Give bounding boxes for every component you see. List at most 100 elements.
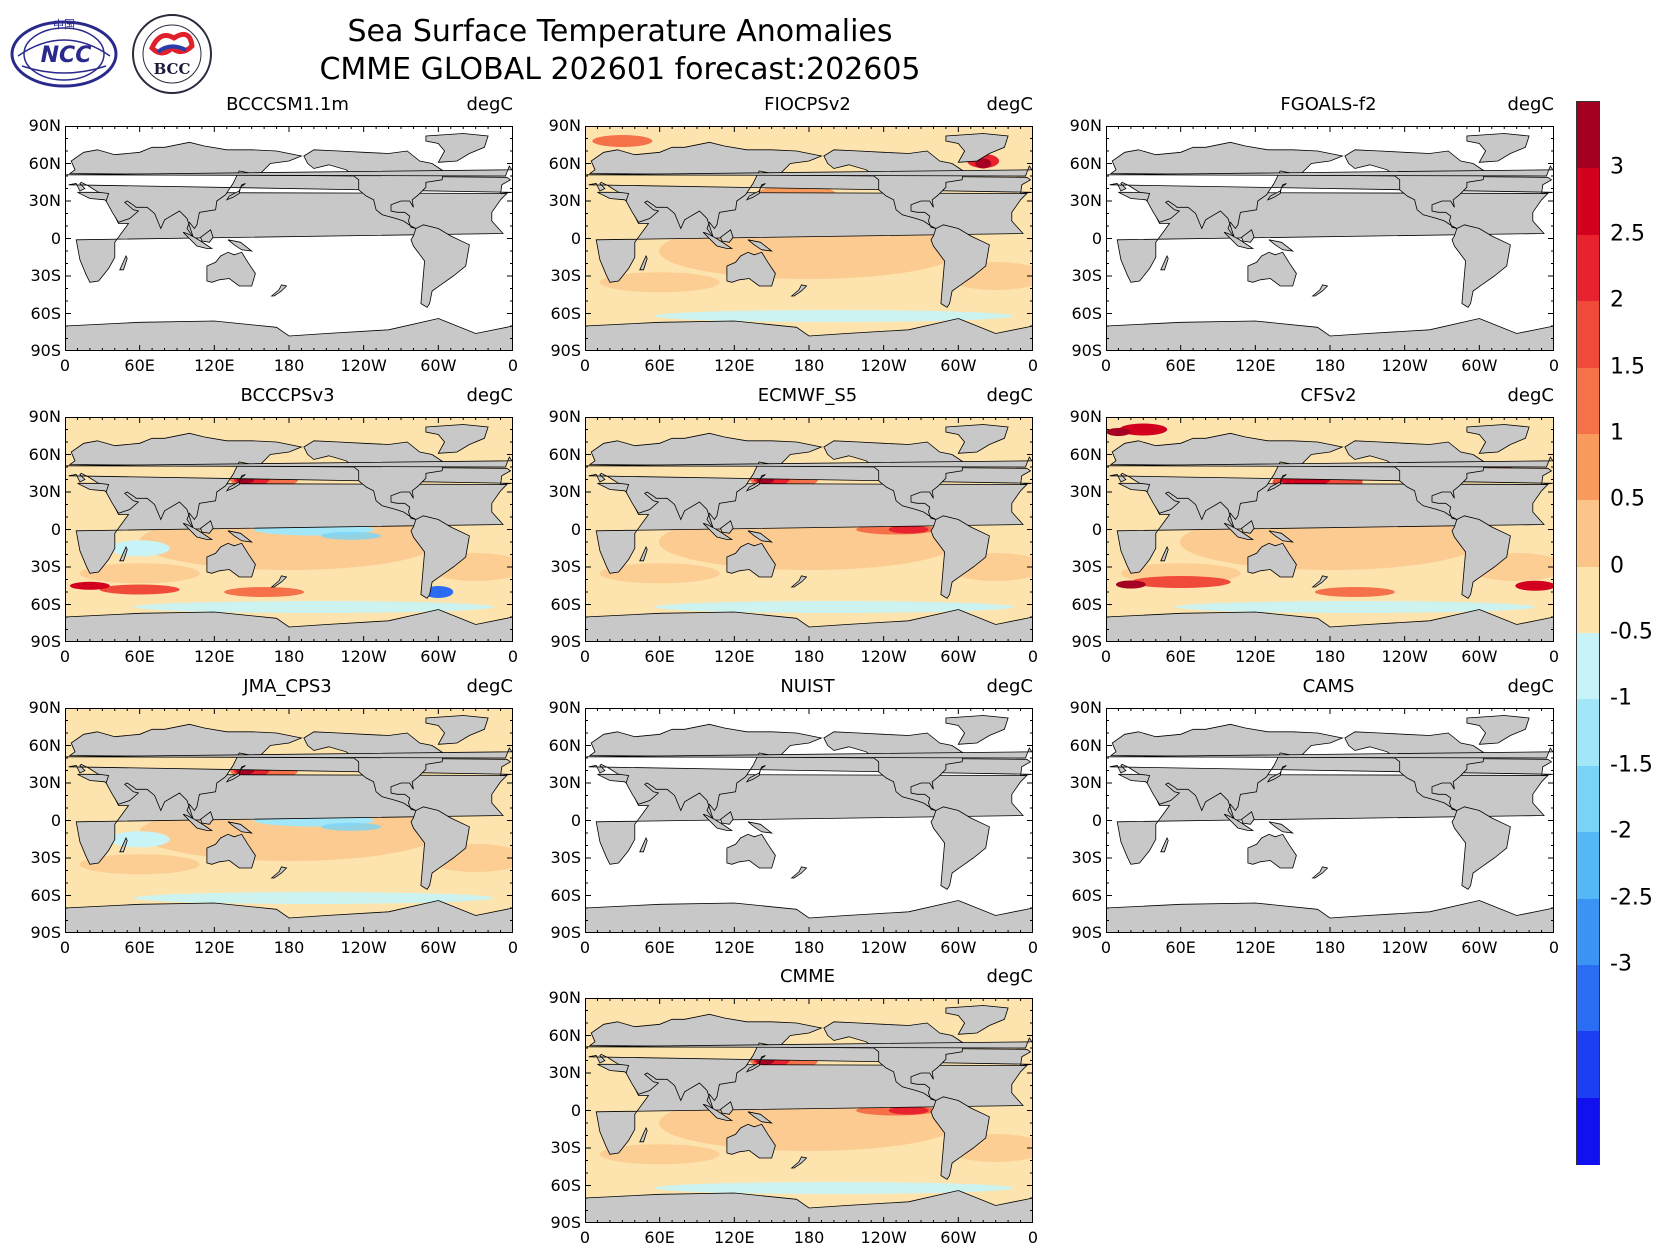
lon-tick-label: 60W [940, 1228, 977, 1247]
lon-tick-label: 120W [340, 647, 387, 666]
landmass-samerica [1451, 515, 1511, 599]
lon-tick-label: 120W [1381, 938, 1428, 957]
landmass-uk [1107, 747, 1554, 759]
panel-unit: degC [986, 385, 1034, 406]
lat-tick-label: 90S [550, 341, 581, 360]
lon-tick-label: 120E [714, 647, 755, 666]
landmass-antarctica [65, 609, 513, 642]
lon-tick-label: 120W [340, 938, 387, 957]
landmass-greenland [425, 424, 489, 454]
map-canvas [585, 998, 1033, 1223]
lon-tick-label: 120W [1381, 647, 1428, 666]
landmass-japan [745, 183, 766, 201]
lon-tick-label: 120E [194, 647, 235, 666]
landmass-madagascar [1160, 546, 1169, 562]
landmass-indonesia1 [702, 522, 734, 540]
landmass-japan [1266, 183, 1287, 201]
lat-tick-label: 30S [550, 848, 581, 867]
map-panel: CFSv2 degC 90N 60N 30N 0 30S 60S 90S 0 60E 120E 18… [1070, 385, 1559, 666]
lat-tick-label: 60N [548, 444, 581, 464]
panel-unit: degC [986, 966, 1034, 987]
landmass-namerica [303, 149, 444, 229]
colorbar-label: 3 [1610, 154, 1624, 180]
landmass-greenland [425, 133, 489, 163]
panel-unit: degC [986, 676, 1034, 697]
landmass-japan [745, 474, 766, 492]
landmass-indonesia1 [182, 231, 214, 249]
landmass-nz [790, 575, 808, 588]
lon-tick-label: 120E [1235, 356, 1276, 375]
bcc-logo: BCC [130, 12, 214, 96]
lat-tick-label: 0 [1091, 810, 1102, 830]
lat-tick-label: 30N [548, 1063, 581, 1082]
lon-tick-label: 180 [793, 647, 825, 666]
landmass-greenland [945, 1005, 1009, 1035]
panel-title: BCCCPSv3 [240, 385, 335, 406]
lat-tick-label: 30S [550, 557, 581, 576]
lon-tick-label: 60W [940, 647, 977, 666]
main-title-line2: CMME GLOBAL 202601 forecast:202605 [319, 52, 921, 87]
map-panel: BCCCPSv3 degC 90N 60N 30N 0 30S 60S 90S 0 60E 120… [29, 385, 518, 666]
map-canvas [585, 126, 1033, 351]
map-canvas [585, 417, 1033, 642]
landmass-newguinea [747, 239, 774, 252]
landmass-eurasia [1109, 432, 1553, 529]
lon-tick-label: 60W [1461, 356, 1498, 375]
lat-tick-label: 0 [50, 810, 61, 830]
lat-tick-label: 60N [548, 735, 581, 755]
lon-tick-label: 120E [714, 938, 755, 957]
panel-title: CMME [779, 966, 835, 987]
landmass-uk [1107, 456, 1554, 468]
lon-tick-label: 60W [1461, 647, 1498, 666]
panel-title: CFSv2 [1300, 385, 1357, 406]
map-canvas [1106, 708, 1554, 933]
land [65, 715, 513, 933]
landmass-australia [1247, 542, 1297, 578]
lon-tick-label: 0 [579, 938, 591, 957]
map-panel: CAMS degC 90N 60N 30N 0 30S 60S 90S 0 60E 120E 180… [1070, 676, 1559, 957]
landmass-nz [1311, 866, 1329, 879]
lon-tick-label: 60E [124, 938, 155, 957]
panel-unit: degC [1507, 676, 1555, 697]
colorbar-segment [1577, 898, 1599, 966]
lat-tick-label: 30N [1069, 191, 1102, 210]
lon-tick-label: 120W [340, 356, 387, 375]
lat-tick-label: 0 [1091, 519, 1102, 539]
panel-unit: degC [986, 94, 1034, 115]
landmass-nz [1311, 284, 1329, 297]
colorbar-segment [1577, 699, 1599, 767]
landmass-japan [225, 183, 246, 201]
landmass-nz [790, 1156, 808, 1169]
land [1106, 133, 1554, 351]
lat-tick-label: 0 [50, 228, 61, 248]
colorbar-label: 0.5 [1610, 486, 1645, 512]
colorbar-label: -0.5 [1610, 619, 1653, 645]
landmass-indonesia1 [182, 522, 214, 540]
lon-tick-label: 60W [940, 938, 977, 957]
landmass-madagascar [639, 1127, 648, 1143]
lon-tick-label: 120W [1381, 356, 1428, 375]
lat-tick-label: 30S [30, 266, 61, 285]
landmass-indonesia2 [720, 520, 734, 534]
landmass-australia [726, 1123, 776, 1159]
lat-tick-label: 90N [28, 698, 61, 717]
lon-tick-label: 0 [579, 1228, 591, 1247]
landmass-indonesia1 [702, 1103, 734, 1121]
landmass-uk [586, 747, 1033, 759]
panel-title: CAMS [1302, 676, 1355, 697]
landmass-japan [225, 474, 246, 492]
lat-tick-label: 90S [1071, 632, 1102, 651]
landmass-antarctica [585, 318, 1033, 351]
landmass-japan [745, 765, 766, 783]
lat-tick-label: 60S [1071, 303, 1102, 323]
lon-tick-label: 60W [940, 356, 977, 375]
landmass-newguinea [1268, 530, 1295, 543]
colorbar-segment [1577, 765, 1599, 833]
landmass-namerica [823, 440, 964, 520]
lat-tick-label: 90S [30, 341, 61, 360]
lon-tick-label: 60E [1165, 356, 1196, 375]
landmass-greenland [945, 424, 1009, 454]
lat-tick-label: 30S [30, 557, 61, 576]
lat-tick-label: 60S [550, 303, 581, 323]
landmass-newguinea [227, 530, 254, 543]
